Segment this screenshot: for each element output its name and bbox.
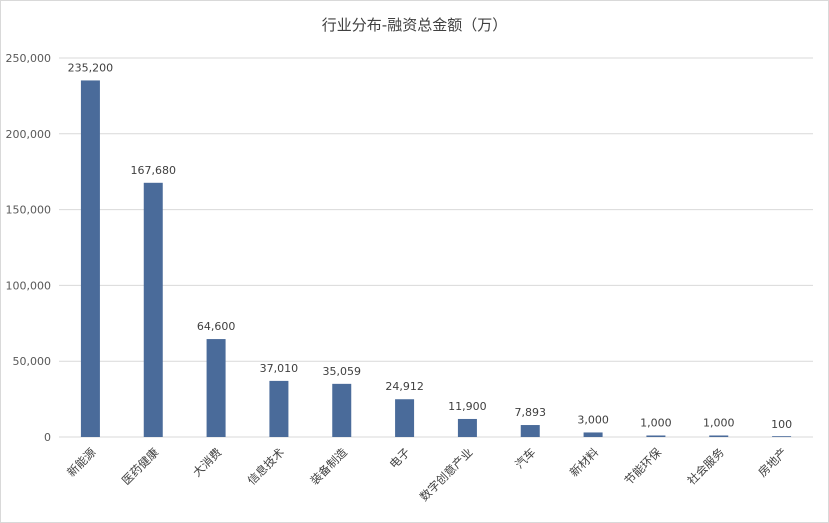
x-tick-label: 电子 (387, 445, 413, 471)
y-tick-label: 250,000 (6, 52, 52, 65)
bar (332, 383, 352, 437)
bar (709, 435, 729, 437)
gridlines (59, 57, 813, 362)
x-tick-label: 医药健康 (119, 445, 162, 488)
data-label: 1,000 (703, 416, 735, 429)
x-tick-label: 新材料 (567, 445, 602, 480)
x-tick-label: 社会服务 (684, 445, 727, 488)
bar (269, 380, 289, 437)
y-tick-label: 200,000 (6, 128, 52, 141)
category-labels: 新能源 医药健康 大消费 信息技术 装备制造 电子 数字创意产业 汽车 新材料 节能环保 社会服务房… (64, 445, 789, 504)
x-tick-label: 新能源 (64, 445, 99, 480)
bar (457, 418, 477, 437)
data-label: 3,000 (577, 413, 609, 426)
data-label: 7,893 (515, 406, 547, 419)
y-tick-label: 50,000 (13, 355, 52, 368)
data-label: 11,900 (448, 400, 487, 413)
data-label: 235,200 (68, 61, 114, 74)
bar (583, 432, 603, 437)
bar (206, 339, 226, 437)
bar (772, 436, 792, 437)
x-tick-label: 房地产 (755, 445, 789, 479)
data-label: 64,600 (197, 320, 236, 333)
bar (395, 399, 415, 437)
y-tick-label: 150,000 (6, 204, 52, 217)
x-tick-label: 信息技术 (245, 445, 288, 488)
bar (646, 435, 666, 437)
value-labels: 235,200 167,680 64,600 37,010 35,059 24,912 11… (68, 61, 792, 430)
data-label: 167,680 (131, 164, 177, 177)
data-label: 24,912 (385, 380, 424, 393)
y-tick-label: 100,000 (6, 279, 52, 292)
data-label: 100 (771, 418, 792, 431)
x-tick-label: 数字创意产业 (417, 445, 476, 504)
x-tick-label: 汽车 (512, 445, 538, 471)
y-axis-ticks: 0 50,000 100,000 150,000 200,000 250,000 (6, 52, 52, 444)
data-label: 35,059 (323, 365, 362, 378)
x-tick-label: 大消费 (190, 445, 224, 479)
data-label: 1,000 (640, 416, 672, 429)
bar (80, 80, 100, 437)
y-tick-label: 0 (44, 431, 51, 444)
x-tick-label: 节能环保 (622, 445, 665, 488)
bars (80, 80, 792, 437)
x-tick-label: 装备制造 (307, 445, 350, 488)
bar (143, 182, 163, 437)
bar (520, 425, 540, 437)
chart-title: 行业分布-融资总金额（万） (321, 16, 508, 34)
data-label: 37,010 (260, 362, 299, 375)
